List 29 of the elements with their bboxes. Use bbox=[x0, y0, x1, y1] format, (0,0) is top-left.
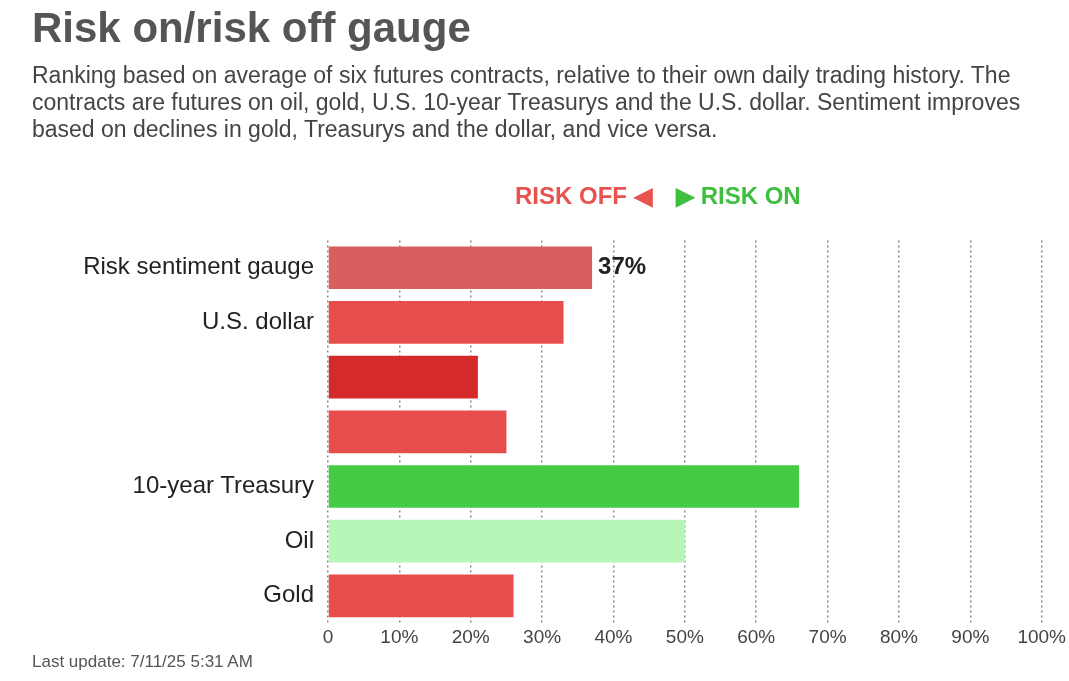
chart-subtitle: Ranking based on average of six futures contracts, relative to their own daily trading history. The contracts are futures on oil, gold, U.S. 10-year Treasurys and the U.S. dollar. Sentiment improves based on declines in gold, Treasurys and the dollar, and vice versa. bbox=[32, 62, 1022, 143]
y-tick-label: Oil bbox=[284, 525, 314, 553]
bar bbox=[328, 301, 564, 344]
bar bbox=[328, 574, 514, 618]
y-tick-label: Risk sentiment gauge bbox=[83, 252, 314, 280]
x-tick-label: 40% bbox=[594, 625, 633, 647]
x-tick-label: 100% bbox=[1017, 625, 1067, 647]
x-tick-label: 60% bbox=[737, 625, 776, 647]
x-tick-label: 80% bbox=[879, 625, 919, 647]
bar bbox=[328, 465, 800, 508]
x-tick-label: 30% bbox=[523, 625, 562, 647]
text: Last update: 7/11/25 5:31 AM bbox=[32, 652, 253, 672]
x-tick-label: 90% bbox=[951, 625, 990, 647]
x-tick-label: 10% bbox=[380, 625, 419, 647]
x-tick-label: 0 bbox=[322, 625, 334, 647]
bar bbox=[328, 246, 593, 290]
bar bbox=[328, 519, 685, 563]
x-tick-label: 50% bbox=[665, 625, 704, 647]
bar bbox=[328, 355, 478, 399]
y-tick-label: U.S. dollar bbox=[201, 307, 314, 335]
x-tick-label: 20% bbox=[451, 625, 490, 647]
text: RISK OFF ◀ bbox=[515, 182, 652, 210]
y-tick-label: Gold bbox=[263, 580, 314, 608]
data-label: 37% bbox=[598, 252, 647, 280]
text: ▶ RISK ON bbox=[676, 182, 801, 210]
x-tick-label: 70% bbox=[808, 625, 847, 647]
y-tick-label: 10-year Treasury bbox=[132, 471, 314, 499]
chart-title: Risk on/risk off gauge bbox=[32, 4, 471, 52]
bar bbox=[328, 410, 507, 454]
